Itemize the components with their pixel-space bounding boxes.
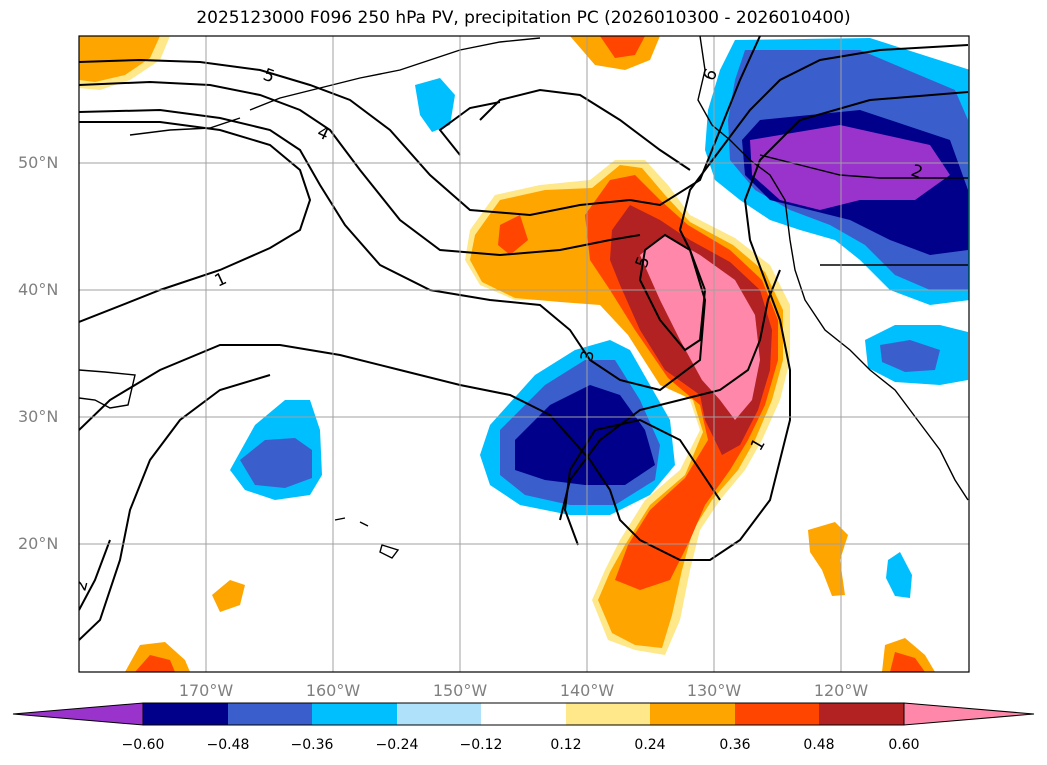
colorbar-tick: −0.36 [290,737,334,753]
pv-label: 3 [577,349,599,363]
positive-anomaly-bottom-right [882,638,935,672]
lat-label: 50°N [18,153,59,172]
colorbar-segment [312,703,397,725]
positive-anomaly-north-center [570,36,660,70]
coastlines [79,36,969,559]
colorbar-tick: −0.12 [459,737,503,753]
positive-anomaly-bottom-left [125,642,190,672]
colorbar-segment [143,703,228,725]
map-frame [78,35,970,673]
colorbar-segment [397,703,481,725]
lon-label: 130°W [686,681,742,700]
positive-anomaly-northwest [79,36,170,90]
colorbar-segment [566,703,650,725]
colorbar-extend-low [12,702,144,726]
negative-anomaly-northeast [705,38,969,305]
colorbar-tick: −0.48 [206,737,250,753]
positive-anomaly-baja [808,522,848,596]
positive-anomaly-band [465,160,790,655]
negative-anomaly-mexico [886,552,912,598]
lon-label: 170°W [178,681,234,700]
negative-anomaly-socal [865,325,968,385]
negative-anomaly-central [480,340,675,515]
colorbar-segment [481,703,566,725]
lon-label: 120°W [813,681,869,700]
colorbar-segment [819,703,904,725]
colorbar-tick: 0.24 [634,737,666,753]
colorbar-segment [650,703,735,725]
lon-label: 140°W [559,681,615,700]
lon-label: 150°W [432,681,488,700]
colorbar-tick: 0.60 [888,737,920,753]
colorbar-extend-high [903,702,1035,726]
lon-label: 160°W [305,681,361,700]
positive-anomaly-small-southwest [212,580,245,612]
lat-label: 40°N [18,280,59,299]
lat-label: 30°N [18,407,59,426]
colorbar-tick: 0.48 [803,737,835,753]
colorbar-tick: −0.60 [121,737,165,753]
map-plot-area: 5 4 1 5 3 1 2 2 6 [79,36,969,672]
colorbar-segment [228,703,312,725]
map-title: 2025123000 F096 250 hPa PV, precipitatio… [196,8,851,28]
colorbar-segment [735,703,819,725]
colorbar [12,702,1035,726]
colorbar-tick: −0.24 [375,737,419,753]
negative-anomaly-north-small [415,78,455,132]
colorbar-tick: 0.12 [550,737,582,753]
lat-label: 20°N [18,534,59,553]
negative-anomaly-west [230,400,322,500]
colorbar-tick: 0.36 [719,737,751,753]
gridlines [79,36,969,672]
